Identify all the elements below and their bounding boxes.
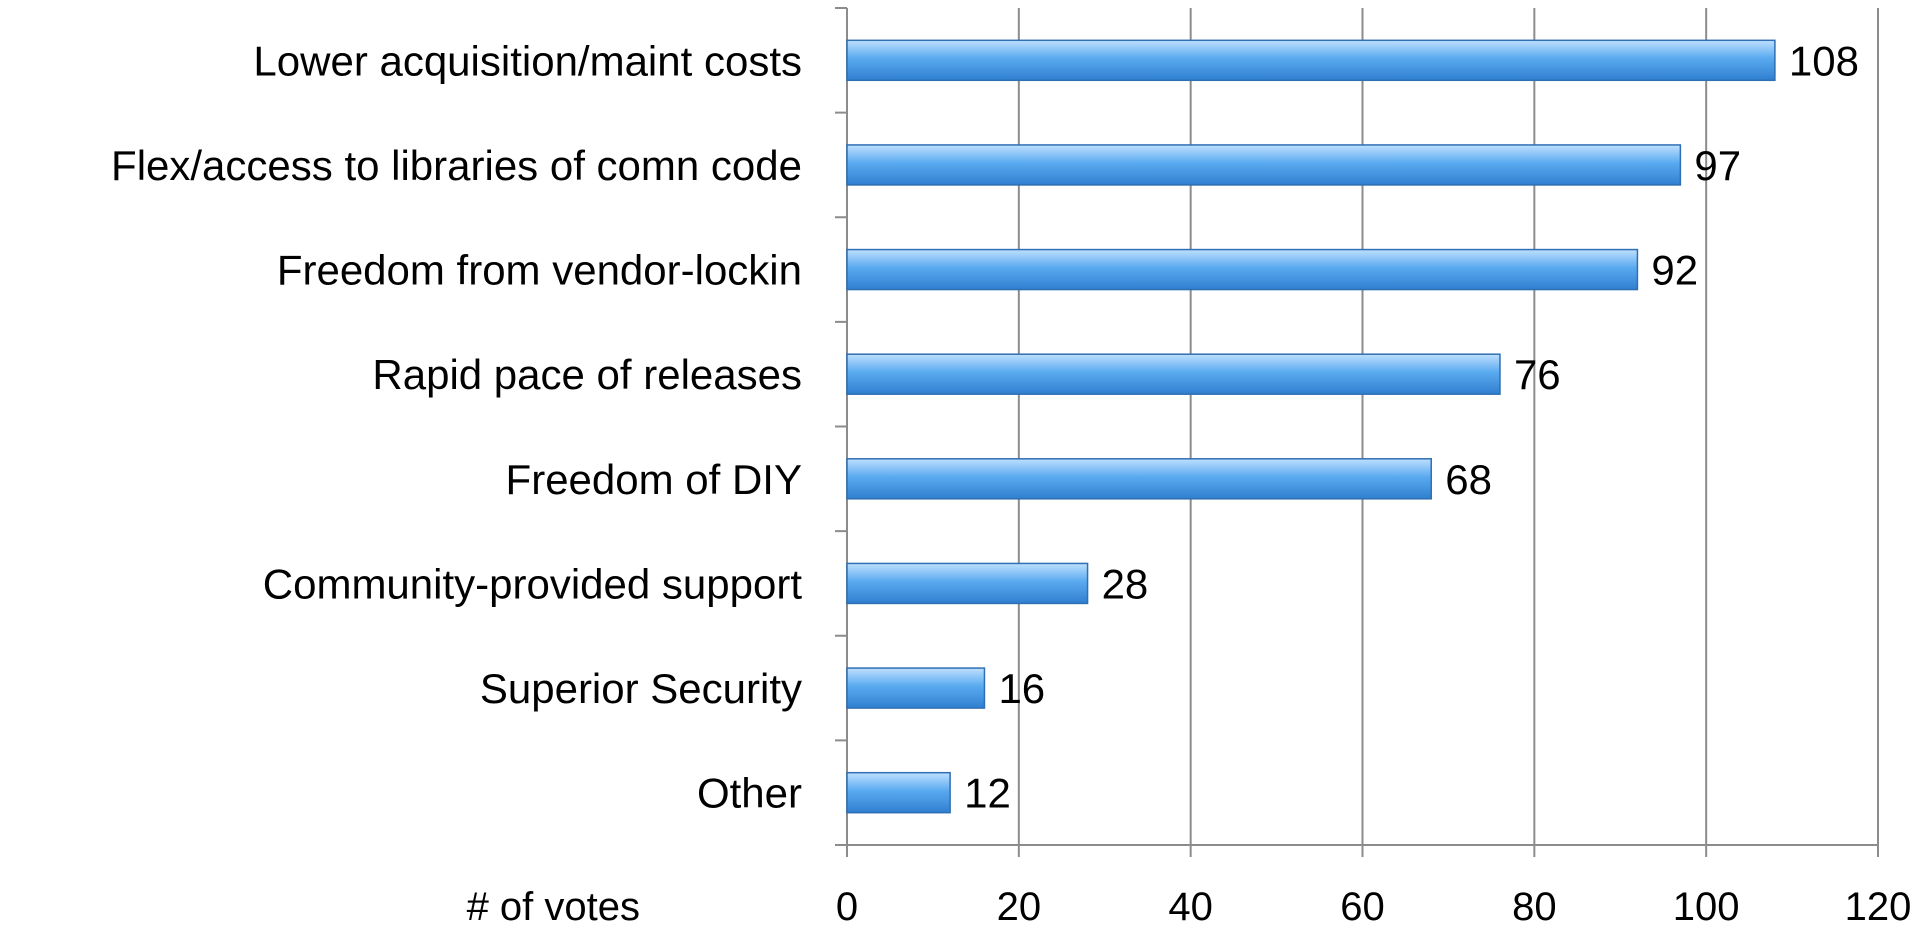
category-label: Freedom from vendor-lockin	[277, 247, 802, 294]
category-label: Freedom of DIY	[506, 456, 802, 503]
gridlines	[835, 7, 1879, 857]
category-label: Community-provided support	[263, 560, 803, 607]
x-tick-label: 60	[1340, 885, 1385, 929]
category-label: Rapid pace of releases	[372, 351, 802, 398]
x-tick-label: 100	[1673, 885, 1740, 929]
category-label: Superior Security	[480, 665, 802, 712]
data-label: 68	[1445, 456, 1492, 503]
bar	[846, 562, 1089, 605]
data-label: 12	[964, 770, 1011, 817]
data-label: 108	[1789, 37, 1859, 84]
bar	[846, 39, 1776, 82]
x-axis-title: # of votes	[467, 885, 640, 929]
data-label: 28	[1102, 560, 1149, 607]
data-label: 92	[1651, 247, 1698, 294]
x-tick-label: 80	[1512, 885, 1557, 929]
data-label: 16	[998, 665, 1045, 712]
bar	[846, 771, 951, 814]
data-label: 76	[1514, 351, 1561, 398]
x-tick-label: 40	[1168, 885, 1213, 929]
category-labels: Lower acquisition/maint costs Flex/access…	[111, 37, 802, 816]
x-tick-labels: 0 20 40 60 80 100 120	[836, 885, 1912, 929]
bars	[846, 39, 1776, 814]
bar	[846, 353, 1501, 395]
category-label: Lower acquisition/maint costs	[253, 37, 802, 84]
data-label: 97	[1694, 142, 1741, 189]
bar	[846, 667, 986, 709]
data-labels: 108 97 92 76 68 28 16 12	[964, 37, 1859, 816]
x-tick-label: 120	[1845, 885, 1912, 929]
bar	[846, 248, 1639, 291]
bar	[846, 458, 1432, 500]
category-label: Flex/access to libraries of comn code	[111, 142, 802, 189]
x-tick-label: 20	[997, 885, 1042, 929]
x-tick-label: 0	[836, 885, 858, 929]
bar	[846, 144, 1682, 186]
category-label: Other	[697, 770, 802, 817]
